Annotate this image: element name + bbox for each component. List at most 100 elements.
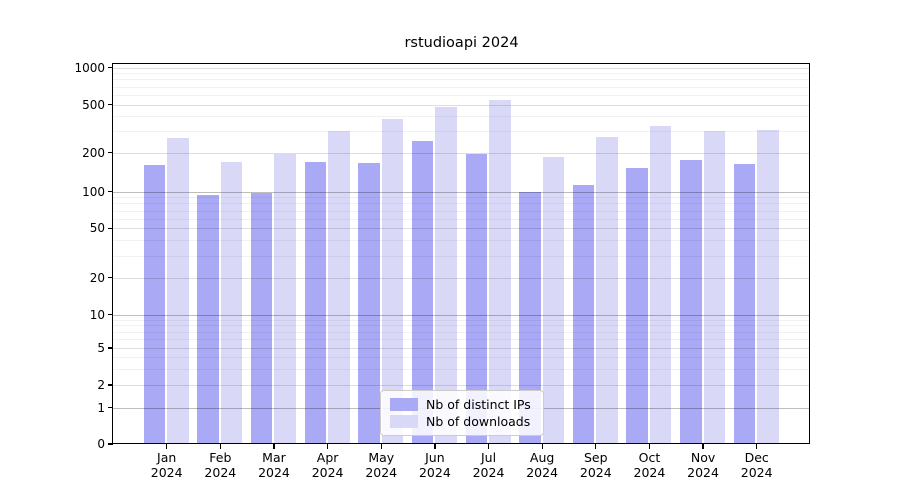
legend-swatch-downloads — [390, 415, 418, 428]
x-tick-label-may: May 2024 — [365, 450, 398, 480]
bar-feb-downloads — [220, 161, 243, 444]
x-tick — [434, 444, 436, 449]
x-tick — [756, 444, 758, 449]
bar-jul-distinct-ips — [465, 153, 488, 444]
y-tick-label: 20 — [89, 270, 105, 285]
y-gridline — [113, 152, 810, 154]
y-tick-label: 1 — [97, 400, 105, 415]
x-tick — [487, 444, 490, 449]
chart-title: rstudioapi 2024 — [404, 35, 519, 51]
y-gridline — [113, 348, 810, 349]
bar-oct-downloads — [649, 126, 672, 444]
y-gridline-minor — [113, 368, 810, 370]
x-tick-label-jun: Jun 2024 — [418, 450, 451, 480]
y-gridline — [113, 277, 810, 279]
y-tick — [108, 384, 113, 386]
x-tick — [273, 444, 275, 449]
y-gridline — [113, 104, 810, 106]
y-gridline — [113, 67, 810, 69]
x-tick-label-sep: Sep 2024 — [579, 450, 612, 480]
legend-row-distinct-ips: Nb of distinct IPs — [390, 398, 534, 411]
legend: Nb of distinct IPs Nb of downloads — [380, 390, 544, 436]
y-gridline-minor — [113, 94, 810, 96]
y-tick — [108, 66, 113, 69]
y-gridline — [113, 385, 810, 386]
x-tick-label-apr: Apr 2024 — [311, 450, 344, 480]
y-gridline-minor — [113, 116, 810, 118]
y-gridline-minor — [113, 86, 810, 88]
x-tick — [219, 444, 222, 449]
x-tick — [541, 444, 543, 449]
y-gridline-minor — [113, 73, 810, 75]
bar-oct-distinct-ips — [626, 168, 648, 444]
y-tick — [108, 103, 113, 106]
bar-may-distinct-ips — [358, 163, 380, 444]
y-gridline-minor — [113, 331, 810, 333]
y-gridline — [113, 191, 810, 193]
bar-may-downloads — [381, 118, 404, 444]
bar-mar-downloads — [274, 153, 296, 444]
bar-apr-distinct-ips — [304, 162, 327, 444]
y-gridline-minor — [113, 197, 810, 199]
bar-nov-distinct-ips — [680, 159, 702, 444]
legend-label-downloads: Nb of downloads — [426, 414, 531, 429]
y-gridline-minor — [113, 218, 810, 220]
y-tick-label: 10 — [89, 307, 105, 322]
y-gridline-minor — [113, 131, 810, 133]
x-tick — [327, 444, 329, 449]
y-gridline-minor — [113, 339, 810, 341]
x-tick — [166, 444, 168, 449]
y-tick-label: 0 — [97, 437, 105, 451]
bar-dec-distinct-ips — [733, 164, 756, 444]
y-tick-label: 200 — [82, 145, 105, 160]
y-gridline-minor — [113, 319, 810, 321]
bar-jul-downloads — [489, 100, 511, 444]
y-gridline-minor — [113, 79, 810, 81]
bar-aug-distinct-ips — [519, 191, 541, 444]
bar-nov-downloads — [703, 131, 726, 444]
x-tick-label-jan: Jan 2024 — [150, 450, 183, 480]
legend-swatch-distinct-ips — [390, 398, 418, 411]
y-tick — [108, 406, 113, 409]
y-tick-label: 5 — [97, 341, 105, 355]
bar-jun-downloads — [435, 106, 457, 444]
y-gridline-minor — [113, 203, 810, 205]
x-tick-label-aug: Aug 2024 — [526, 450, 559, 480]
legend-label-distinct-ips: Nb of distinct IPs — [426, 397, 531, 412]
legend-row-downloads: Nb of downloads — [390, 415, 534, 428]
y-tick — [108, 191, 113, 193]
y-tick — [108, 347, 113, 349]
x-tick — [648, 444, 651, 449]
bar-jun-distinct-ips — [411, 140, 434, 444]
bar-sep-downloads — [596, 136, 618, 444]
y-tick — [108, 151, 113, 154]
y-tick-label: 50 — [89, 221, 105, 236]
y-tick — [108, 313, 113, 316]
x-tick-label-dec: Dec 2024 — [740, 450, 773, 480]
x-tick — [702, 444, 704, 449]
y-tick-label: 2 — [97, 378, 105, 392]
y-gridline-minor — [113, 240, 810, 242]
plot-frame — [112, 63, 810, 444]
x-tick-label-mar: Mar 2024 — [258, 450, 290, 480]
y-tick-label: 500 — [82, 97, 105, 112]
bar-jan-downloads — [167, 137, 189, 444]
bar-mar-distinct-ips — [250, 193, 273, 444]
bar-jan-distinct-ips — [143, 165, 166, 444]
y-tick — [108, 443, 113, 445]
y-gridline-minor — [113, 210, 810, 212]
x-tick-label-jul: Jul 2024 — [472, 450, 505, 480]
x-tick — [595, 444, 597, 449]
y-gridline-minor — [113, 357, 810, 358]
y-tick — [108, 276, 113, 279]
y-tick — [108, 227, 113, 229]
bar-aug-downloads — [542, 156, 565, 444]
bar-dec-downloads — [757, 129, 779, 444]
x-tick — [380, 444, 382, 449]
bar-feb-distinct-ips — [197, 194, 219, 444]
x-tick-label-nov: Nov 2024 — [687, 450, 719, 480]
x-tick-label-feb: Feb 2024 — [204, 450, 237, 480]
bar-sep-distinct-ips — [572, 185, 595, 444]
y-tick-label: 1000 — [74, 60, 105, 75]
